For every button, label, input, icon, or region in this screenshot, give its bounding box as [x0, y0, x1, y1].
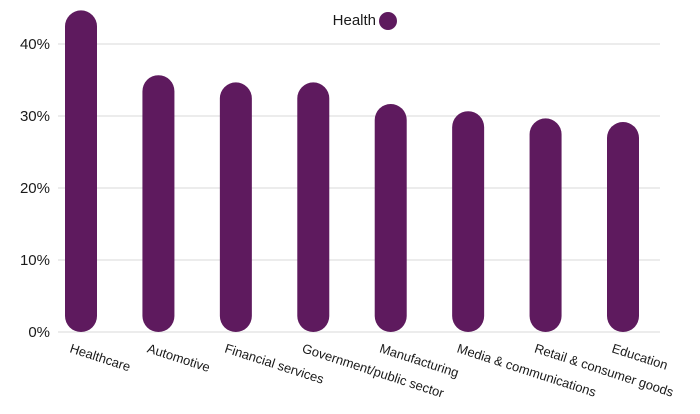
bar-automotive: [142, 75, 175, 332]
legend-marker: [379, 12, 397, 30]
bar-financial-services: [219, 82, 252, 333]
bar-retail-consumer-goods: [529, 118, 562, 333]
x-axis-category-labels: Healthcare Automotive Financial servicesGo…: [68, 341, 676, 401]
bar-government-public-sector: [297, 82, 330, 333]
x-category-label: Automotive: [146, 341, 212, 375]
y-tick-label: 20%: [20, 180, 50, 197]
legend-label: Health: [333, 12, 376, 29]
y-tick-label: 0%: [28, 324, 50, 341]
bars: [65, 10, 639, 333]
x-category-label: Media & communications: [455, 341, 598, 400]
bar-manufacturing: [374, 104, 407, 332]
bar-media-communications: [452, 111, 485, 332]
y-tick-label: 40%: [20, 36, 50, 53]
y-axis-tick-labels: 0% 10% 20% 30% 40%: [20, 36, 50, 341]
y-tick-label: 30%: [20, 108, 50, 125]
legend: Health: [333, 12, 397, 30]
x-category-label: Healthcare: [68, 341, 132, 375]
bar-healthcare: [65, 10, 97, 333]
bar-education: [607, 122, 639, 332]
y-tick-label: 10%: [20, 252, 50, 269]
